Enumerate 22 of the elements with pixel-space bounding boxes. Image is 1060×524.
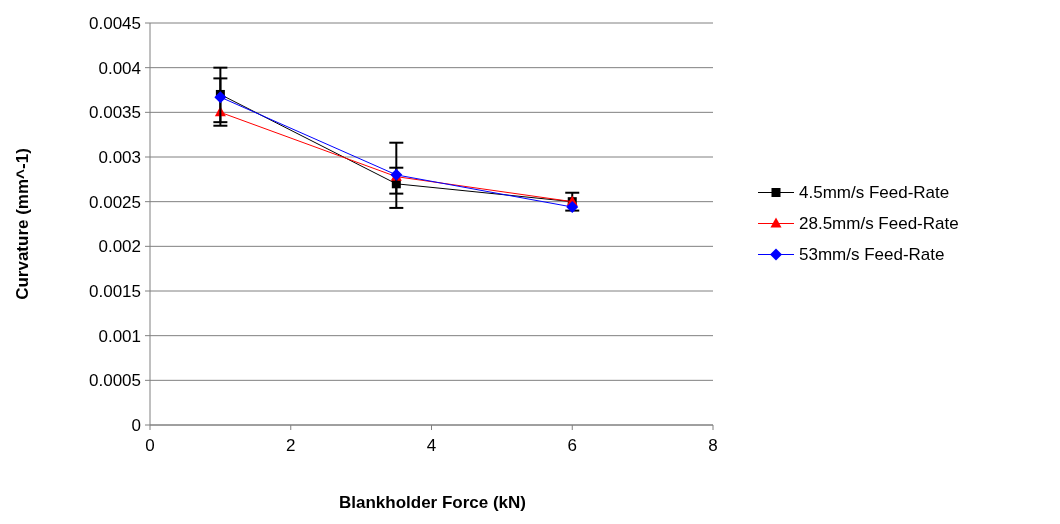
x-tick-label: 0 [145, 436, 155, 455]
y-tick-label: 0.0005 [89, 371, 141, 391]
legend-label: 28.5mm/s Feed-Rate [799, 214, 959, 234]
x-tick-label: 8 [708, 436, 718, 455]
y-axis-title: Curvature (mm^-1) [13, 148, 32, 300]
y-tick-label: 0.0045 [89, 13, 141, 33]
y-tick-label: 0.004 [98, 58, 141, 78]
point [566, 201, 579, 214]
y-tick-label: 0.0025 [89, 192, 141, 212]
x-axis-title: Blankholder Force (kN) [338, 493, 527, 512]
x-tick-label: 4 [426, 436, 437, 455]
x-tick-label: 6 [567, 436, 577, 455]
legend-label: 53mm/s Feed-Rate [799, 245, 945, 265]
y-tick-label: 0.0035 [89, 103, 141, 123]
legend-label: 4.5mm/s Feed-Rate [799, 183, 950, 203]
x-tick-label: 2 [286, 436, 296, 455]
point [214, 91, 227, 104]
y-tick-label: 0.002 [98, 237, 141, 257]
y-tick-label: 0.003 [98, 147, 141, 167]
y-tick-label: 0.0015 [89, 281, 141, 301]
y-tick-label: 0.001 [98, 326, 141, 346]
y-tick-label: 0 [131, 415, 141, 435]
